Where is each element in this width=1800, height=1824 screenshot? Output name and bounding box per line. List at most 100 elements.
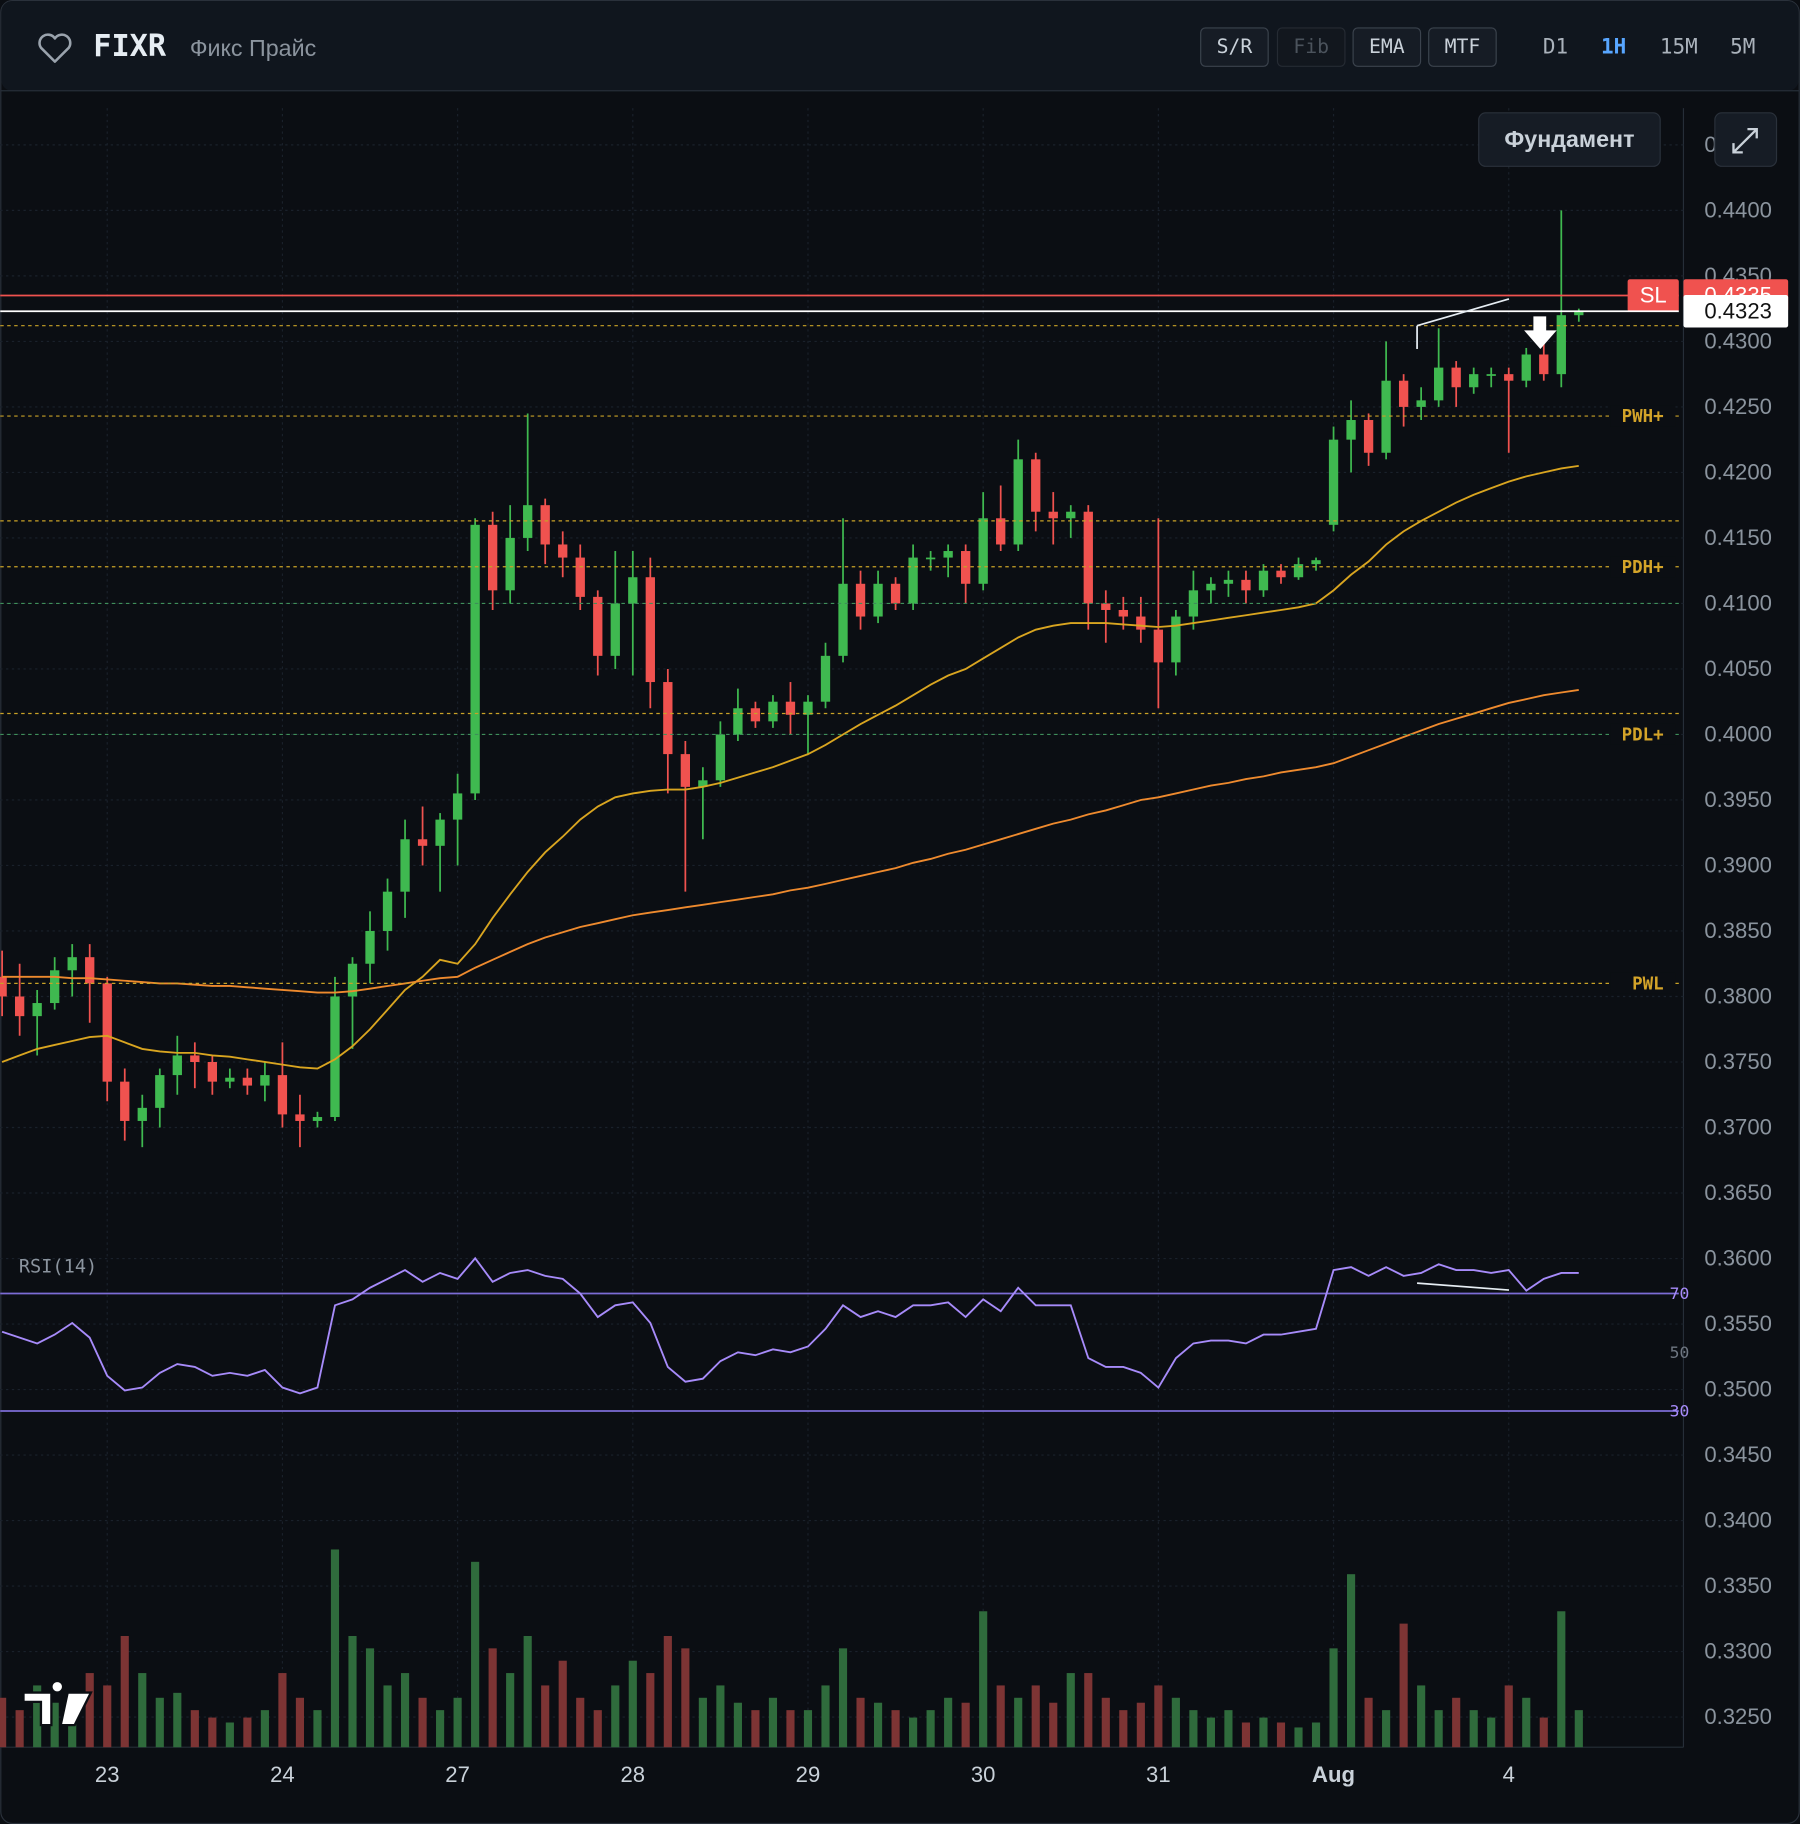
candle-body [1556,315,1566,375]
volume-bar [0,1697,7,1748]
volume-bar [576,1697,585,1748]
candle-body [873,583,883,617]
x-tick-label: 29 [796,1762,821,1787]
toggle-label[interactable]: MTF [1445,35,1481,58]
candle-body [1223,579,1234,584]
toggle-button[interactable] [1352,27,1422,67]
rsi-line [1,1256,1579,1395]
candle-body [996,518,1006,545]
rsi-level-label: 50 [1670,1343,1690,1362]
volume-bar [1557,1611,1566,1748]
candle-body [277,1075,288,1115]
y-tick-label: 0.4300 [1704,328,1772,353]
candle-body [680,754,691,787]
level-label: PWH+ [1622,407,1664,427]
candle-body [1293,564,1304,578]
ema-line [2,689,1579,994]
fundamental-button[interactable] [1478,112,1661,167]
fundamental-label[interactable]: Фундамент [1504,126,1634,152]
volume-bar [1014,1697,1023,1748]
favorite-icon[interactable] [38,33,72,63]
toggle-label[interactable]: S/R [1217,35,1253,58]
candle-body [1048,511,1058,519]
toggle-button[interactable] [1200,27,1269,67]
volume-bar [628,1660,637,1748]
candle-body [978,518,988,584]
timeframe[interactable]: D1 [1543,35,1568,59]
x-tick-label: 4 [1503,1762,1515,1787]
volume-bar [1171,1697,1180,1748]
volume-bar [1154,1685,1163,1748]
volume-bar [944,1697,953,1748]
expand-icon[interactable] [1732,127,1758,154]
candle-body [120,1081,130,1121]
candle-body [1451,367,1461,388]
timeframe[interactable]: 15M [1660,35,1698,59]
candle-body [1311,560,1321,565]
volume-bar [348,1635,357,1748]
volume-bar [400,1673,410,1748]
candle-body [155,1075,165,1108]
candle-body [1346,420,1356,440]
y-tick-label: 0.4000 [1704,721,1772,746]
volume-bar [85,1673,94,1748]
candle-body [1136,616,1146,630]
candle-body [733,708,743,735]
x-tick-label: 24 [270,1762,295,1787]
volume-bar [225,1722,234,1748]
x-tick-label: 28 [621,1762,646,1787]
volume-bar [1504,1685,1513,1748]
volume-bar [1031,1685,1040,1748]
toggle-label[interactable]: EMA [1369,35,1405,58]
volume-bar [1119,1710,1128,1748]
candle-body [523,505,533,538]
candle-body [540,505,550,545]
candle-body [890,583,901,604]
volume-bar [190,1710,199,1748]
volume-bar [593,1710,602,1748]
timeframe[interactable]: 5M [1730,35,1755,59]
candle-body [645,577,655,683]
volume-bar [558,1660,567,1748]
level-label: PWL [1632,975,1664,995]
volume-bar [786,1710,795,1748]
volume-bar [418,1697,427,1748]
volume-bar [1329,1648,1338,1748]
timeframe-group: D1 1H 15M 5M [1543,35,1755,59]
x-tick-label: 31 [1146,1762,1171,1787]
candle-body [803,701,813,715]
candle-body [698,780,708,787]
y-tick-label: 0.4250 [1704,394,1772,419]
volume-bar [33,1685,42,1748]
volume-bar [173,1692,182,1748]
y-tick-label: 0.3450 [1704,1442,1772,1467]
candle-body [925,557,936,560]
volume-bar [961,1702,970,1748]
volume-bar [1206,1717,1215,1748]
candle-body [1153,629,1164,663]
toggle-button[interactable] [1428,27,1497,67]
volume-bar [313,1710,322,1748]
candle-body [1013,459,1023,545]
timeframe[interactable]: 1H [1601,35,1626,59]
toggle-button[interactable] [1276,27,1346,67]
volume-bar [295,1697,305,1748]
candle-body [1031,459,1041,512]
toggle-group: S/R Fib EMA MTF [1200,27,1497,67]
volume-bar [1522,1697,1531,1748]
volume-bar [1241,1722,1251,1748]
volume-bar [208,1717,217,1748]
candle-body [750,708,761,722]
volume-bar [436,1710,445,1748]
candle-body [137,1107,147,1121]
x-tick-label: Aug [1312,1762,1355,1787]
candle-body [225,1077,235,1082]
candle-body [67,957,77,971]
plot: 0.3250 0.3300 0.3350 0.3400 0.3450 0.3500 0.35… [0,108,1789,1787]
toggle-label[interactable]: Fib [1293,35,1329,58]
y-tick-label: 0.3500 [1704,1377,1772,1402]
level-label-bg [1610,972,1676,994]
tv-logo [22,1679,93,1727]
volume-bar [996,1685,1005,1748]
